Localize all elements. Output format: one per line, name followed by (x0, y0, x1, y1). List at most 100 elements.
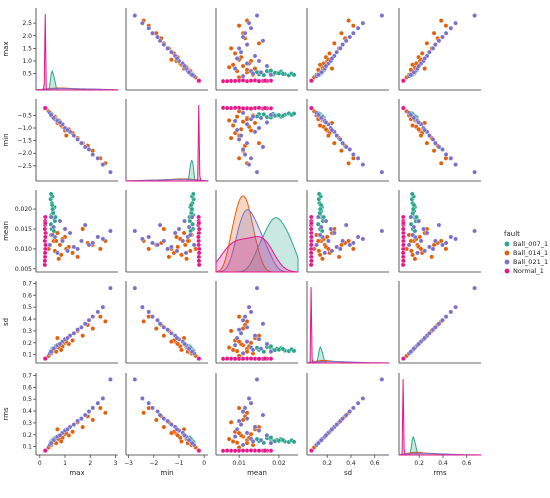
point-Ball_021_1 (180, 238, 186, 244)
panel-rms-vs-mean: 0.01 0.02 mean (215, 373, 298, 477)
panel-mean-vs-max: 0.005 0.010 0.015 0.020 mean (2, 190, 118, 273)
point-Ball_007_1 (411, 202, 417, 208)
point-Ball_021_1 (443, 240, 449, 246)
point-Normal_1 (308, 230, 314, 236)
point-Ball_021_1 (240, 442, 246, 448)
point-Ball_021_1 (86, 317, 92, 323)
point-Normal_1 (400, 246, 406, 252)
point-Normal_1 (308, 78, 314, 84)
point-Ball_021_1 (436, 222, 442, 228)
panel-min-vs-mean (215, 99, 298, 182)
point-Normal_1 (196, 258, 202, 264)
point-Ball_021_1 (165, 45, 171, 51)
point-Ball_021_1 (443, 30, 449, 36)
point-Ball_021_1 (472, 285, 477, 291)
point-Ball_021_1 (244, 430, 250, 436)
point-Ball_021_1 (436, 144, 442, 150)
point-Ball_021_1 (244, 121, 250, 127)
panel-sd-vs-mean (215, 281, 298, 364)
point-Ball_021_1 (146, 309, 152, 315)
x-tick-label: −2 (149, 460, 158, 467)
point-Ball_007_1 (280, 437, 286, 443)
point-Ball_007_1 (410, 210, 416, 216)
point-Ball_021_1 (315, 214, 321, 220)
y-tick-label: 0.015 (15, 226, 32, 233)
point-Ball_014_1 (320, 256, 325, 262)
point-Ball_007_1 (410, 206, 416, 212)
point-Ball_021_1 (182, 218, 187, 224)
point-Normal_1 (400, 254, 406, 260)
point-Ball_014_1 (70, 429, 75, 435)
point-Ball_021_1 (416, 218, 422, 224)
point-Ball_021_1 (268, 440, 274, 446)
point-Normal_1 (240, 105, 246, 111)
point-Ball_007_1 (409, 191, 415, 197)
point-Ball_007_1 (316, 191, 322, 197)
point-Ball_021_1 (453, 162, 458, 168)
point-Ball_021_1 (71, 244, 77, 250)
point-Normal_1 (252, 78, 258, 83)
y-tick-label: 2.0 (22, 33, 32, 40)
point-Ball_021_1 (254, 13, 260, 18)
point-Ball_021_1 (318, 115, 324, 121)
point-Ball_021_1 (360, 396, 366, 401)
y-tick-label: 0.5 (22, 304, 32, 311)
point-Ball_021_1 (100, 236, 106, 242)
point-Ball_021_1 (157, 222, 163, 228)
kde-Normal_1 (126, 104, 208, 182)
point-Ball_014_1 (323, 126, 329, 132)
y-tick-label: 0.6 (22, 292, 32, 299)
point-Ball_014_1 (325, 246, 331, 252)
point-Ball_021_1 (182, 432, 187, 438)
point-Normal_1 (224, 356, 230, 361)
point-Ball_007_1 (280, 71, 286, 77)
point-Ball_021_1 (242, 405, 248, 411)
point-Ball_021_1 (67, 230, 73, 236)
y-axis-label: max (2, 41, 10, 56)
point-Ball_014_1 (234, 440, 240, 446)
point-Ball_014_1 (422, 66, 428, 71)
y-tick-label: 2.5 (22, 20, 32, 27)
y-tick-label: 0.020 (15, 206, 32, 213)
point-Normal_1 (244, 78, 250, 84)
point-Ball_021_1 (443, 152, 449, 157)
x-tick-label: −3 (124, 460, 133, 467)
point-Ball_021_1 (165, 327, 171, 333)
point-Ball_014_1 (252, 120, 258, 126)
point-Ball_021_1 (47, 242, 53, 248)
point-Normal_1 (42, 220, 48, 226)
panel-sd-vs-min (125, 281, 208, 364)
kde-Normal_1 (399, 378, 481, 456)
point-Ball_007_1 (50, 210, 56, 216)
point-Ball_014_1 (97, 314, 103, 320)
point-Ball_021_1 (411, 224, 417, 230)
point-Normal_1 (196, 242, 202, 248)
point-Normal_1 (308, 448, 314, 453)
x-tick-label: 3 (114, 460, 118, 467)
point-Ball_021_1 (48, 349, 54, 355)
point-Normal_1 (268, 78, 274, 84)
point-Ball_007_1 (272, 438, 278, 444)
x-tick-label: 0.6 (462, 460, 472, 467)
point-Ball_021_1 (440, 147, 445, 152)
point-Ball_021_1 (411, 346, 417, 352)
point-Normal_1 (240, 448, 246, 453)
panel-sd-vs-rms (398, 281, 481, 364)
point-Ball_021_1 (236, 327, 242, 333)
panel-min-vs-min (125, 99, 209, 182)
point-Ball_021_1 (340, 416, 346, 422)
point-Ball_014_1 (244, 116, 250, 122)
point-Ball_014_1 (56, 256, 62, 262)
point-Normal_1 (196, 230, 202, 236)
point-Ball_021_1 (325, 238, 331, 244)
panel-max-vs-rms (398, 8, 481, 91)
point-Ball_007_1 (280, 113, 286, 119)
point-Ball_021_1 (238, 330, 244, 336)
point-Ball_014_1 (53, 238, 59, 244)
panel-min-vs-max: −0.5 −1.0 −1.5 −2.0 −2.5 min (2, 99, 118, 182)
point-Ball_021_1 (182, 63, 187, 69)
point-Ball_014_1 (55, 426, 60, 432)
point-Ball_014_1 (169, 57, 174, 63)
point-Ball_021_1 (242, 314, 248, 320)
point-Ball_021_1 (240, 34, 246, 40)
